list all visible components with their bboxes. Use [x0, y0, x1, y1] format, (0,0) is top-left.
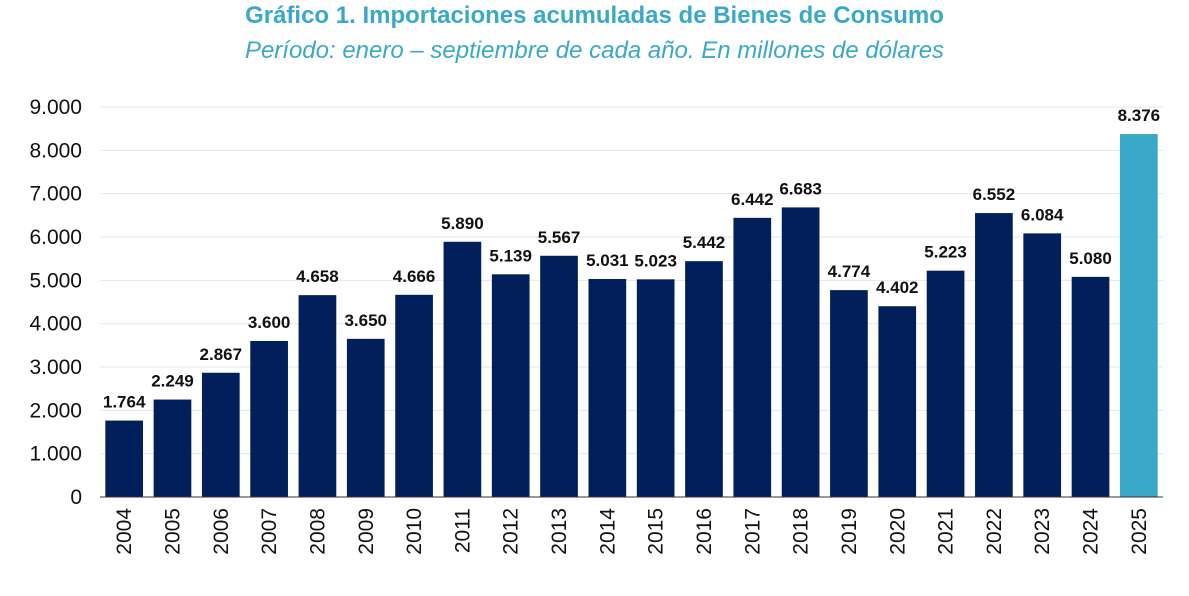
bar-2020 [878, 306, 917, 497]
x-tick-label: 2022 [983, 508, 1006, 555]
bar-2025 [1119, 134, 1158, 498]
x-tick-label: 2025 [1128, 508, 1151, 555]
data-label: 5.890 [441, 214, 484, 233]
x-tick-label: 2015 [645, 508, 668, 555]
data-label: 4.774 [828, 262, 871, 281]
data-label: 8.376 [1118, 106, 1161, 125]
x-tick-label: 2023 [1031, 508, 1054, 555]
x-tick-label: 2016 [693, 508, 716, 555]
x-tick-label: 2007 [258, 508, 281, 555]
data-label: 5.031 [586, 251, 629, 270]
x-tick-label: 2006 [210, 508, 233, 555]
bar-2014 [588, 278, 627, 497]
bar-2008 [298, 295, 337, 497]
data-label: 5.023 [634, 251, 677, 270]
data-label: 2.867 [200, 345, 243, 364]
chart-title: Gráfico 1. Importaciones acumuladas de B… [245, 2, 944, 29]
bar-2004 [105, 420, 144, 497]
data-label: 2.249 [151, 372, 194, 391]
bar-2021 [926, 270, 965, 497]
data-labels: 1.764 2.249 2.867 3.600 4.658 3.650 4.666 5.890… [103, 106, 1160, 412]
y-tick-label: 6.000 [29, 226, 82, 249]
y-tick-label: 8.000 [29, 139, 82, 162]
x-tick-label: 2024 [1080, 508, 1103, 555]
x-tick-label: 2017 [741, 508, 764, 555]
bar-2011 [443, 241, 482, 497]
bar-2016 [685, 261, 723, 497]
bar-2022 [975, 213, 1013, 497]
bar-2005 [153, 399, 192, 497]
data-label: 4.402 [876, 278, 919, 297]
data-label: 6.442 [731, 190, 774, 209]
x-tick-label: 2019 [838, 508, 861, 555]
x-tick-label: 2009 [355, 508, 378, 555]
data-label: 5.223 [924, 243, 967, 262]
data-label: 6.683 [779, 179, 822, 198]
bar-2007 [250, 341, 288, 497]
bar-2019 [830, 290, 868, 497]
data-label: 3.600 [248, 313, 291, 332]
bar-2018 [781, 207, 820, 498]
data-label: 5.567 [538, 228, 581, 247]
y-tick-label: 1.000 [29, 443, 82, 466]
x-tick-label: 2011 [451, 508, 474, 553]
y-tick-label: 0 [70, 486, 82, 509]
data-label: 6.552 [973, 185, 1016, 204]
x-tick-label: 2012 [500, 508, 523, 555]
x-tick-label: 2010 [403, 508, 426, 555]
x-tick-label: 2008 [306, 508, 329, 555]
bars [105, 134, 1158, 498]
y-tick-label: 9.000 [29, 96, 82, 119]
bar-2006 [201, 372, 240, 497]
bar-2023 [1023, 233, 1062, 498]
y-tick-label: 2.000 [29, 399, 82, 422]
data-label: 5.080 [1069, 249, 1112, 268]
bar-2024 [1071, 276, 1110, 497]
x-tick-label: 2021 [935, 508, 958, 555]
bar-2013 [540, 255, 578, 497]
x-tick-label: 2013 [548, 508, 571, 555]
y-axis-ticks: 0 1.000 2.000 3.000 4.000 5.000 6.000 7.000 8.00… [29, 96, 82, 509]
data-label: 5.139 [489, 246, 532, 265]
data-label: 1.764 [103, 393, 146, 412]
y-tick-label: 4.000 [29, 313, 82, 336]
bar-2017 [733, 217, 772, 497]
chart-subtitle: Período: enero – septiembre de cada año.… [244, 37, 945, 64]
bar-2009 [346, 338, 385, 497]
x-tick-label: 2005 [161, 508, 184, 555]
data-label: 6.084 [1021, 205, 1064, 224]
x-tick-label: 2004 [113, 508, 136, 555]
bar-2012 [491, 274, 530, 497]
y-tick-label: 7.000 [29, 183, 82, 206]
data-label: 4.658 [296, 267, 339, 286]
x-tick-label: 2014 [596, 508, 619, 555]
x-tick-label: 2020 [886, 508, 909, 555]
data-label: 4.666 [393, 267, 436, 286]
bar-2010 [395, 294, 433, 497]
data-label: 3.650 [344, 311, 387, 330]
bar-2015 [636, 279, 675, 497]
data-label: 5.442 [683, 233, 726, 252]
x-tick-label: 2018 [790, 508, 813, 555]
y-tick-label: 3.000 [29, 356, 82, 379]
x-axis-ticks: 2004 2005 2006 2007 2008 2009 2010 2011 2012 2013… [113, 508, 1151, 555]
y-tick-label: 5.000 [29, 269, 82, 292]
